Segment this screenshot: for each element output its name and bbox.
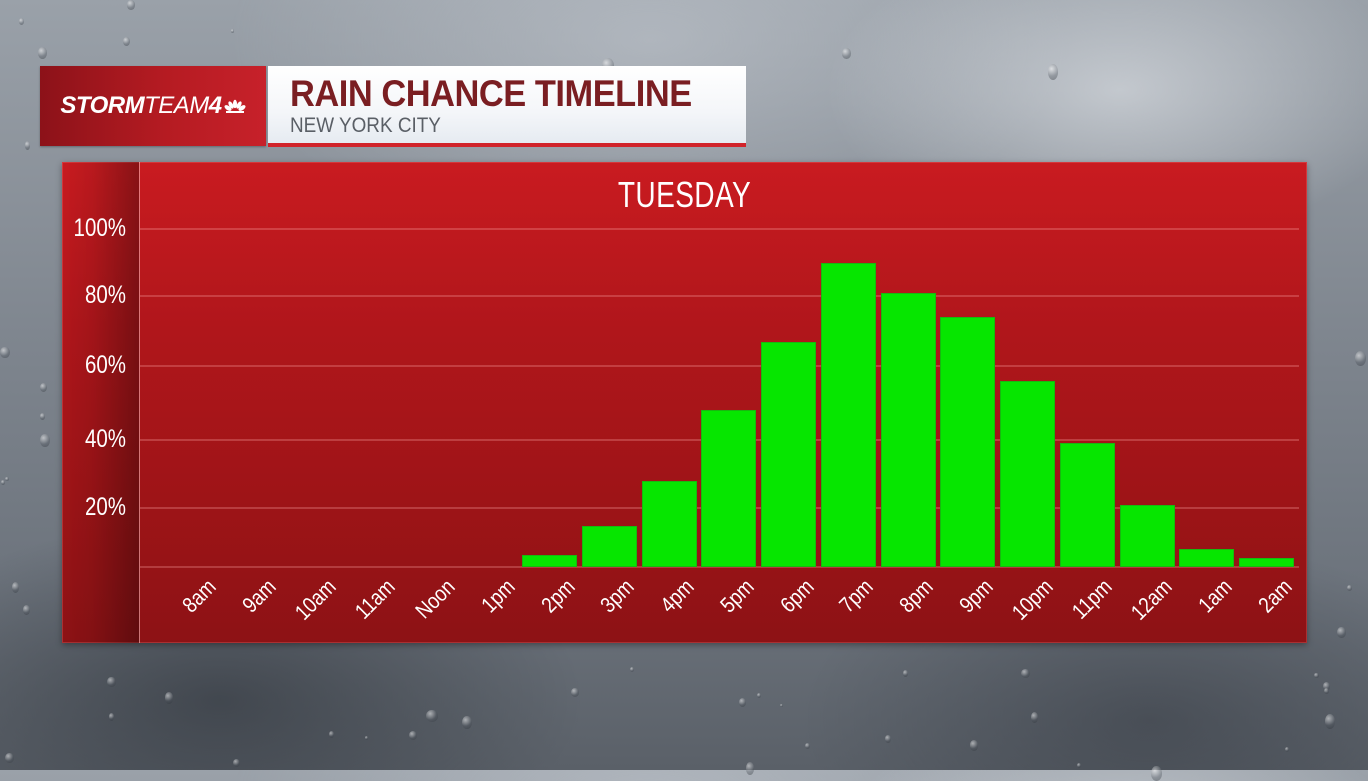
x-tick-label: 2am <box>1252 574 1297 618</box>
y-tick-label: 80% <box>84 281 126 309</box>
chart-panel: TUESDAY 20% 40% 60% 80% 100% 8am 9am 10am 11am No… <box>62 162 1307 643</box>
x-tick-label: 1pm <box>476 574 520 618</box>
bar-5pm <box>701 410 757 567</box>
y-tick-label: 40% <box>84 425 126 453</box>
bar-9pm <box>940 317 996 567</box>
y-tick-label: 100% <box>73 214 126 242</box>
bar-2am <box>1239 558 1294 567</box>
bar-10pm <box>1000 380 1055 567</box>
y-tick-label: 60% <box>84 351 126 379</box>
x-tick-label: 11am <box>350 574 401 624</box>
x-tick-label: 10pm <box>1006 574 1058 625</box>
bar-8pm <box>880 292 936 567</box>
location-subtitle: NEW YORK CITY <box>290 114 441 137</box>
gridline <box>140 365 1299 367</box>
x-tick-label: 8am <box>177 574 221 618</box>
page-title: RAIN CHANCE TIMELINE <box>290 73 692 114</box>
bar-3pm <box>581 525 637 567</box>
x-tick-label: 11pm <box>1067 574 1118 624</box>
baseline <box>140 566 1299 568</box>
chart-title: TUESDAY <box>617 174 752 215</box>
gridline <box>140 295 1299 297</box>
x-tick-label: Noon <box>410 574 460 624</box>
bar-6pm <box>761 341 816 567</box>
x-tick-label: 10am <box>289 574 341 625</box>
gridline <box>140 228 1299 230</box>
bar-4pm <box>641 480 697 567</box>
logo-text: STORMTEAM4 <box>60 92 222 119</box>
x-tick-label: 7pm <box>834 574 879 618</box>
x-tick-label: 9am <box>237 574 281 618</box>
x-tick-label: 5pm <box>715 574 759 618</box>
x-tick-label: 6pm <box>774 574 819 618</box>
x-tick-label: 4pm <box>655 574 699 618</box>
x-tick-label: 1am <box>1193 574 1237 618</box>
bar-7pm <box>820 262 876 567</box>
x-tick-label: 2pm <box>535 574 580 618</box>
x-tick-label: 12am <box>1126 574 1177 625</box>
x-tick-label: 9pm <box>954 574 998 618</box>
title-banner: RAIN CHANCE TIMELINE NEW YORK CITY <box>268 66 746 147</box>
bar-1am <box>1179 549 1235 567</box>
nbc-peacock-icon <box>224 99 246 113</box>
y-tick-label: 20% <box>84 493 126 521</box>
bar-12am <box>1119 504 1175 567</box>
storm-team-4-logo: STORMTEAM4 <box>40 66 266 146</box>
x-tick-label: 8pm <box>894 574 938 618</box>
bar-11pm <box>1059 443 1115 567</box>
x-tick-label: 3pm <box>595 574 640 618</box>
bar-2pm <box>522 555 577 567</box>
y-axis-column <box>62 162 140 643</box>
